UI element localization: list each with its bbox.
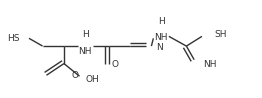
Text: O: O bbox=[71, 71, 78, 80]
Text: NH: NH bbox=[154, 33, 168, 42]
Text: OH: OH bbox=[85, 75, 99, 84]
Text: HS: HS bbox=[7, 34, 19, 43]
Text: NH: NH bbox=[203, 60, 216, 69]
Text: N: N bbox=[156, 43, 163, 52]
Text: NH: NH bbox=[79, 47, 92, 56]
Text: SH: SH bbox=[215, 30, 227, 39]
Text: O: O bbox=[112, 60, 119, 69]
Text: H: H bbox=[82, 30, 89, 39]
Text: H: H bbox=[158, 17, 165, 26]
